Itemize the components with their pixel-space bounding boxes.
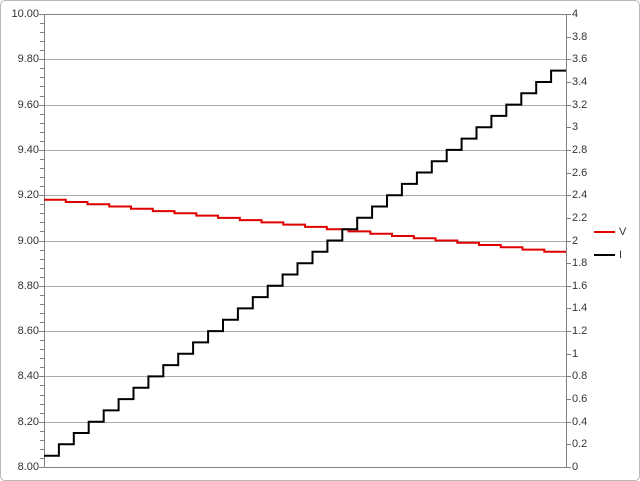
right-axis-tick-label: 0 [572, 461, 579, 473]
left-axis-tick-label: 8.80 [17, 280, 39, 292]
right-axis-tick-label: 1.2 [572, 325, 588, 337]
left-axis-tick-label: 9.00 [17, 235, 39, 247]
legend-label: I [619, 248, 623, 261]
right-axis-tick-label: 1.4 [572, 302, 588, 314]
right-axis-tick-label: 2.2 [572, 212, 588, 224]
right-axis-tick-label: 3.2 [572, 99, 588, 111]
legend-label: V [619, 225, 627, 238]
left-axis-tick-label: 8.20 [17, 416, 39, 428]
right-axis-tick-label: 3 [572, 121, 579, 133]
legend-line-swatch [594, 253, 615, 256]
legend-item-V: V [594, 220, 626, 243]
right-axis-tick-label: 2.4 [572, 189, 588, 201]
right-axis-tick-label: 3.4 [572, 76, 588, 88]
series-line-I [44, 69, 566, 457]
legend-item-I: I [594, 243, 626, 266]
left-axis-tick-label: 8.60 [17, 325, 39, 337]
legend-line-swatch [594, 230, 615, 233]
left-axis-tick-label: 10.00 [11, 8, 39, 20]
right-axis-tick-label: 0.2 [572, 438, 588, 450]
left-axis-tick-label: 9.20 [17, 189, 39, 201]
left-axis-tick-label: 9.40 [17, 144, 39, 156]
right-axis-tick-label: 3.8 [572, 31, 588, 43]
right-axis-tick-label: 1.8 [572, 257, 588, 269]
right-axis-tick-label: 1 [572, 348, 579, 360]
right-axis-tick-label: 2.8 [572, 144, 588, 156]
right-axis-tick-label: 4 [572, 8, 579, 20]
right-axis-tick-label: 3.6 [572, 53, 588, 65]
right-axis-tick-label: 2.6 [572, 167, 588, 179]
left-axis-tick-label: 9.80 [17, 53, 39, 65]
left-axis-tick-label: 8.40 [17, 370, 39, 382]
left-axis-tick-label: 8.00 [17, 461, 39, 473]
right-axis-tick-label: 0.8 [572, 370, 588, 382]
right-axis-tick-label: 1.6 [572, 280, 588, 292]
right-axis-tick-label: 2 [572, 235, 579, 247]
series-line-V [44, 198, 566, 253]
right-axis-tick-label: 0.6 [572, 393, 588, 405]
left-axis-tick-label: 9.60 [17, 99, 39, 111]
right-axis-tick-label: 0.4 [572, 416, 588, 428]
